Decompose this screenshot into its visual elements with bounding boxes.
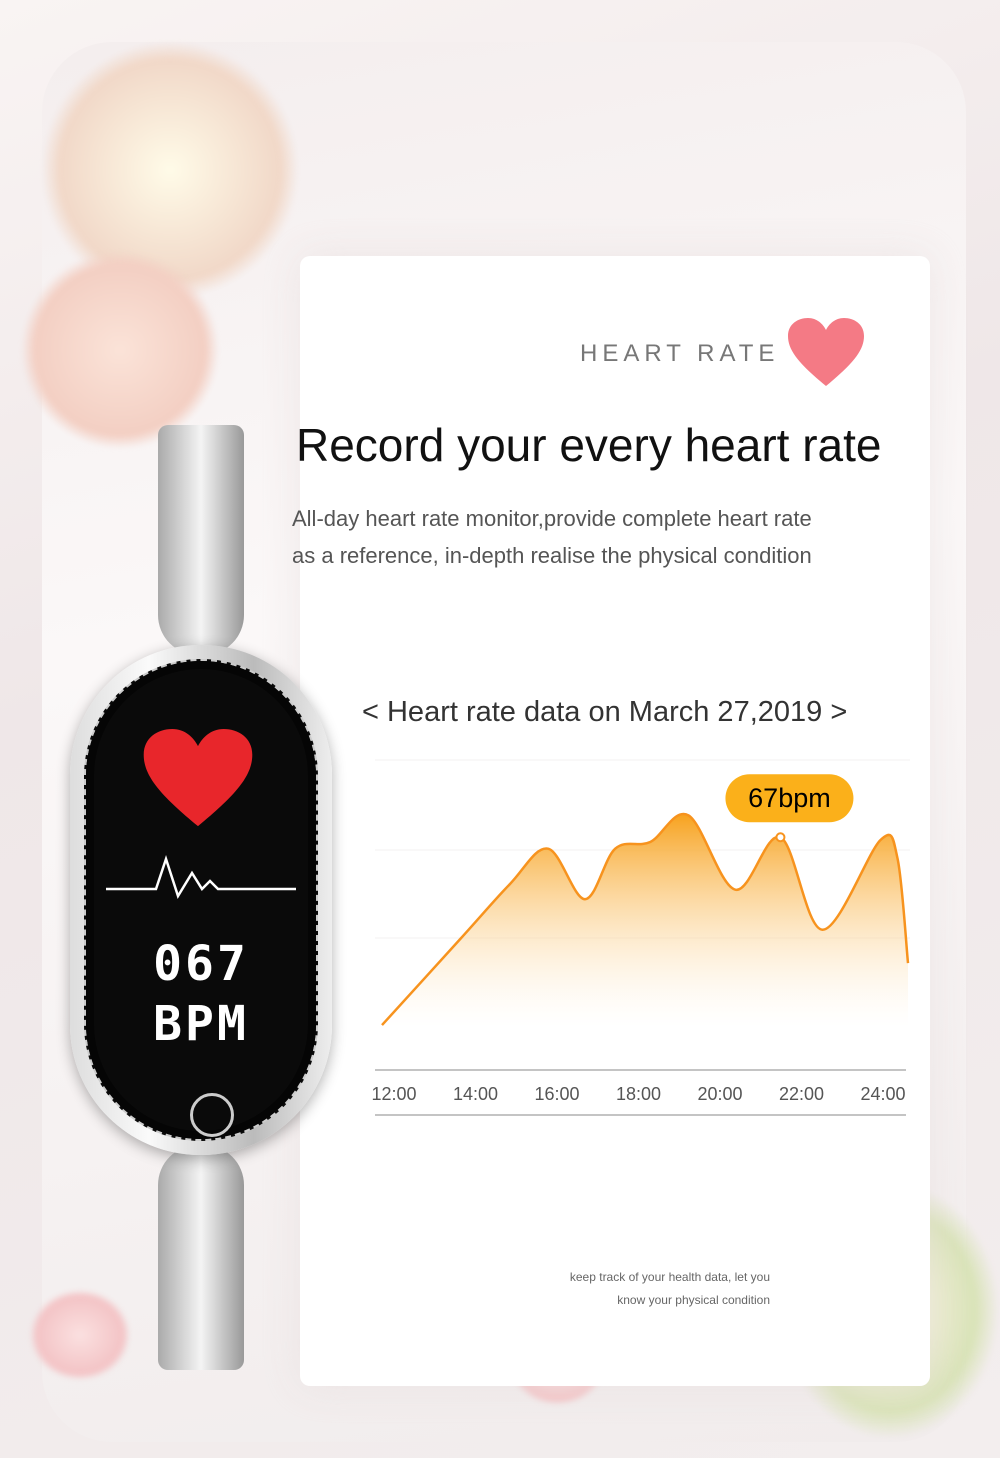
footer-line: keep track of your health data, let you bbox=[569, 1270, 770, 1284]
watch-bpm-value: 067 bbox=[153, 936, 249, 992]
description-line: All-day heart rate monitor,provide compl… bbox=[292, 506, 812, 531]
x-tick-label: 12:00 bbox=[371, 1084, 416, 1104]
x-tick-label: 16:00 bbox=[534, 1084, 579, 1104]
watch-heart-icon bbox=[143, 729, 253, 827]
chart-title[interactable]: < Heart rate data on March 27,2019 > bbox=[362, 696, 848, 728]
headline: Record your every heart rate bbox=[296, 419, 882, 471]
section-label: HEART RATE bbox=[580, 340, 780, 367]
series-line bbox=[381, 812, 910, 1026]
description-line: as a reference, in-depth realise the phy… bbox=[292, 543, 812, 568]
heart-rate-chart: 67bpm 12:00 14:00 16:00 18:00 20:00 22:00 24:0… bbox=[371, 759, 910, 1116]
smart-watch: 067 BPM bbox=[70, 645, 332, 1155]
watch-home-button[interactable] bbox=[190, 1093, 234, 1137]
value-tooltip bbox=[725, 774, 854, 823]
data-point-highlight[interactable] bbox=[775, 832, 786, 843]
footer-note: keep track of your health data, let you k… bbox=[570, 1266, 770, 1312]
x-tick-label: 24:00 bbox=[860, 1084, 905, 1104]
tooltip-label: 67bpm bbox=[748, 783, 831, 813]
flower-decoration bbox=[20, 250, 220, 450]
x-tick-label: 14:00 bbox=[453, 1084, 498, 1104]
watch-screen: 067 BPM bbox=[84, 659, 318, 1141]
x-tick-label: 22:00 bbox=[779, 1084, 824, 1104]
description: All-day heart rate monitor,provide compl… bbox=[292, 500, 932, 574]
pulse-wave-icon bbox=[106, 854, 296, 899]
petal-decoration bbox=[30, 1290, 130, 1380]
x-tick-label: 20:00 bbox=[697, 1084, 742, 1104]
x-tick-label: 18:00 bbox=[616, 1084, 661, 1104]
heart-icon bbox=[788, 318, 864, 386]
watch-band-top bbox=[158, 425, 244, 655]
area-fill bbox=[382, 813, 908, 1027]
watch-bpm-unit: BPM bbox=[153, 996, 249, 1052]
watch-band-bottom bbox=[158, 1145, 244, 1370]
footer-line: know your physical condition bbox=[617, 1293, 770, 1307]
